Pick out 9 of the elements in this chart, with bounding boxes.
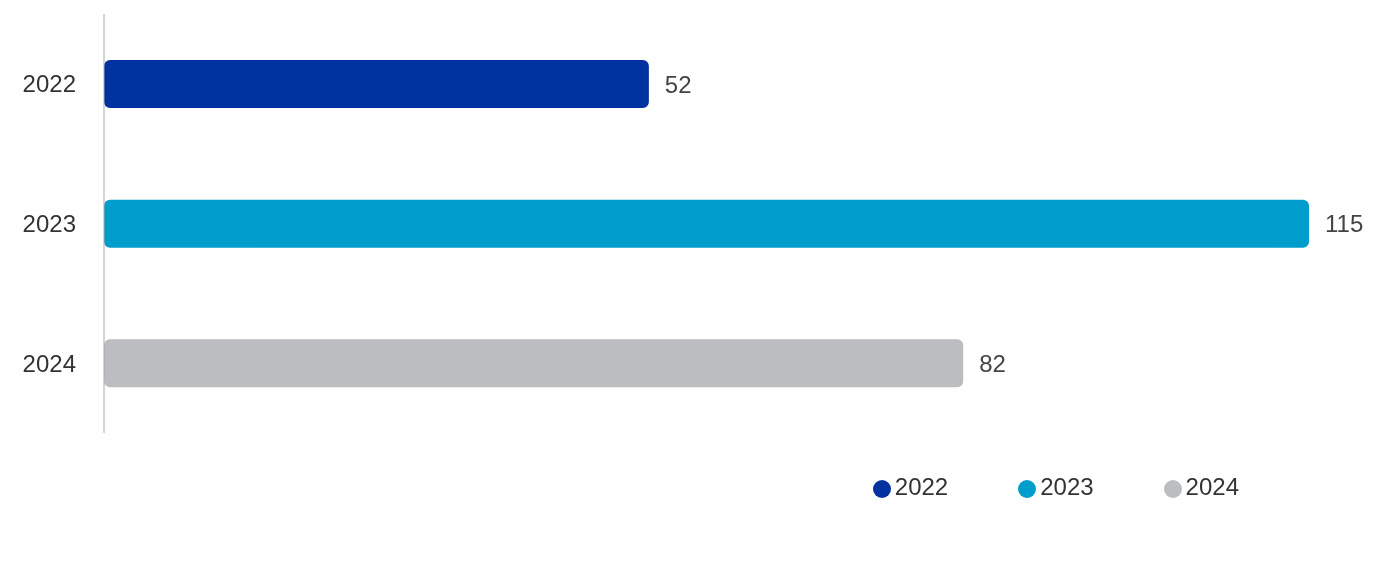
legend-label: 2023 xyxy=(1040,473,1094,500)
legend-label: 2022 xyxy=(894,473,949,500)
data-label: 52 xyxy=(664,70,692,98)
y-tick-label: 2024 xyxy=(22,349,76,377)
data-label: 115 xyxy=(1325,210,1364,238)
legend-label: 2024 xyxy=(1185,473,1239,500)
y-tick-label: 2022 xyxy=(22,70,76,98)
y-tick-label: 2023 xyxy=(22,210,76,238)
data-label: 82 xyxy=(979,349,1006,377)
